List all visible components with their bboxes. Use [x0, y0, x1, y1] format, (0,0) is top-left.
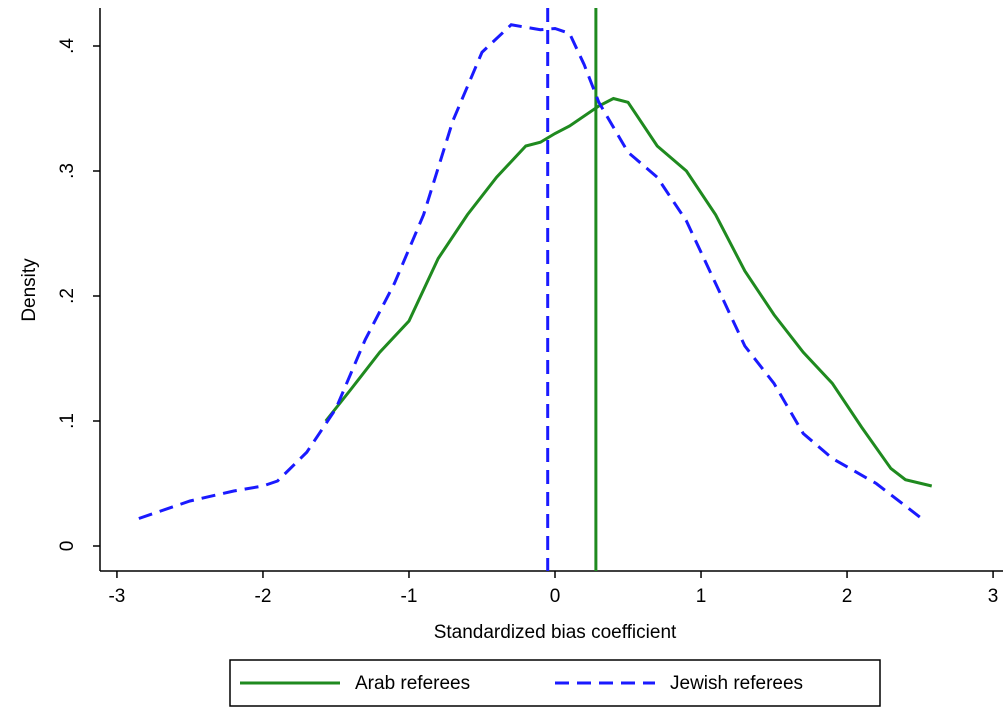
x-tick-label: 3 [988, 586, 999, 607]
y-tick-label: .2 [57, 288, 78, 304]
y-tick-label: .3 [57, 163, 78, 179]
y-tick-label: 0 [57, 541, 78, 552]
x-axis-title: Standardized bias coefficient [434, 622, 677, 643]
x-tick-label: 1 [696, 586, 707, 607]
y-axis-title: Density [19, 258, 40, 322]
x-tick-label: 2 [842, 586, 853, 607]
y-tick-label: .1 [57, 413, 78, 429]
x-tick-label: -1 [401, 586, 418, 607]
y-tick-label: .4 [57, 38, 78, 54]
density-line [324, 96, 933, 488]
legend-label: Arab referees [355, 673, 470, 694]
density-line [138, 23, 921, 520]
x-tick-label: -2 [255, 586, 272, 607]
x-tick-label: 0 [550, 586, 561, 607]
legend-label: Jewish referees [670, 673, 803, 694]
x-tick-label: -3 [108, 586, 125, 607]
